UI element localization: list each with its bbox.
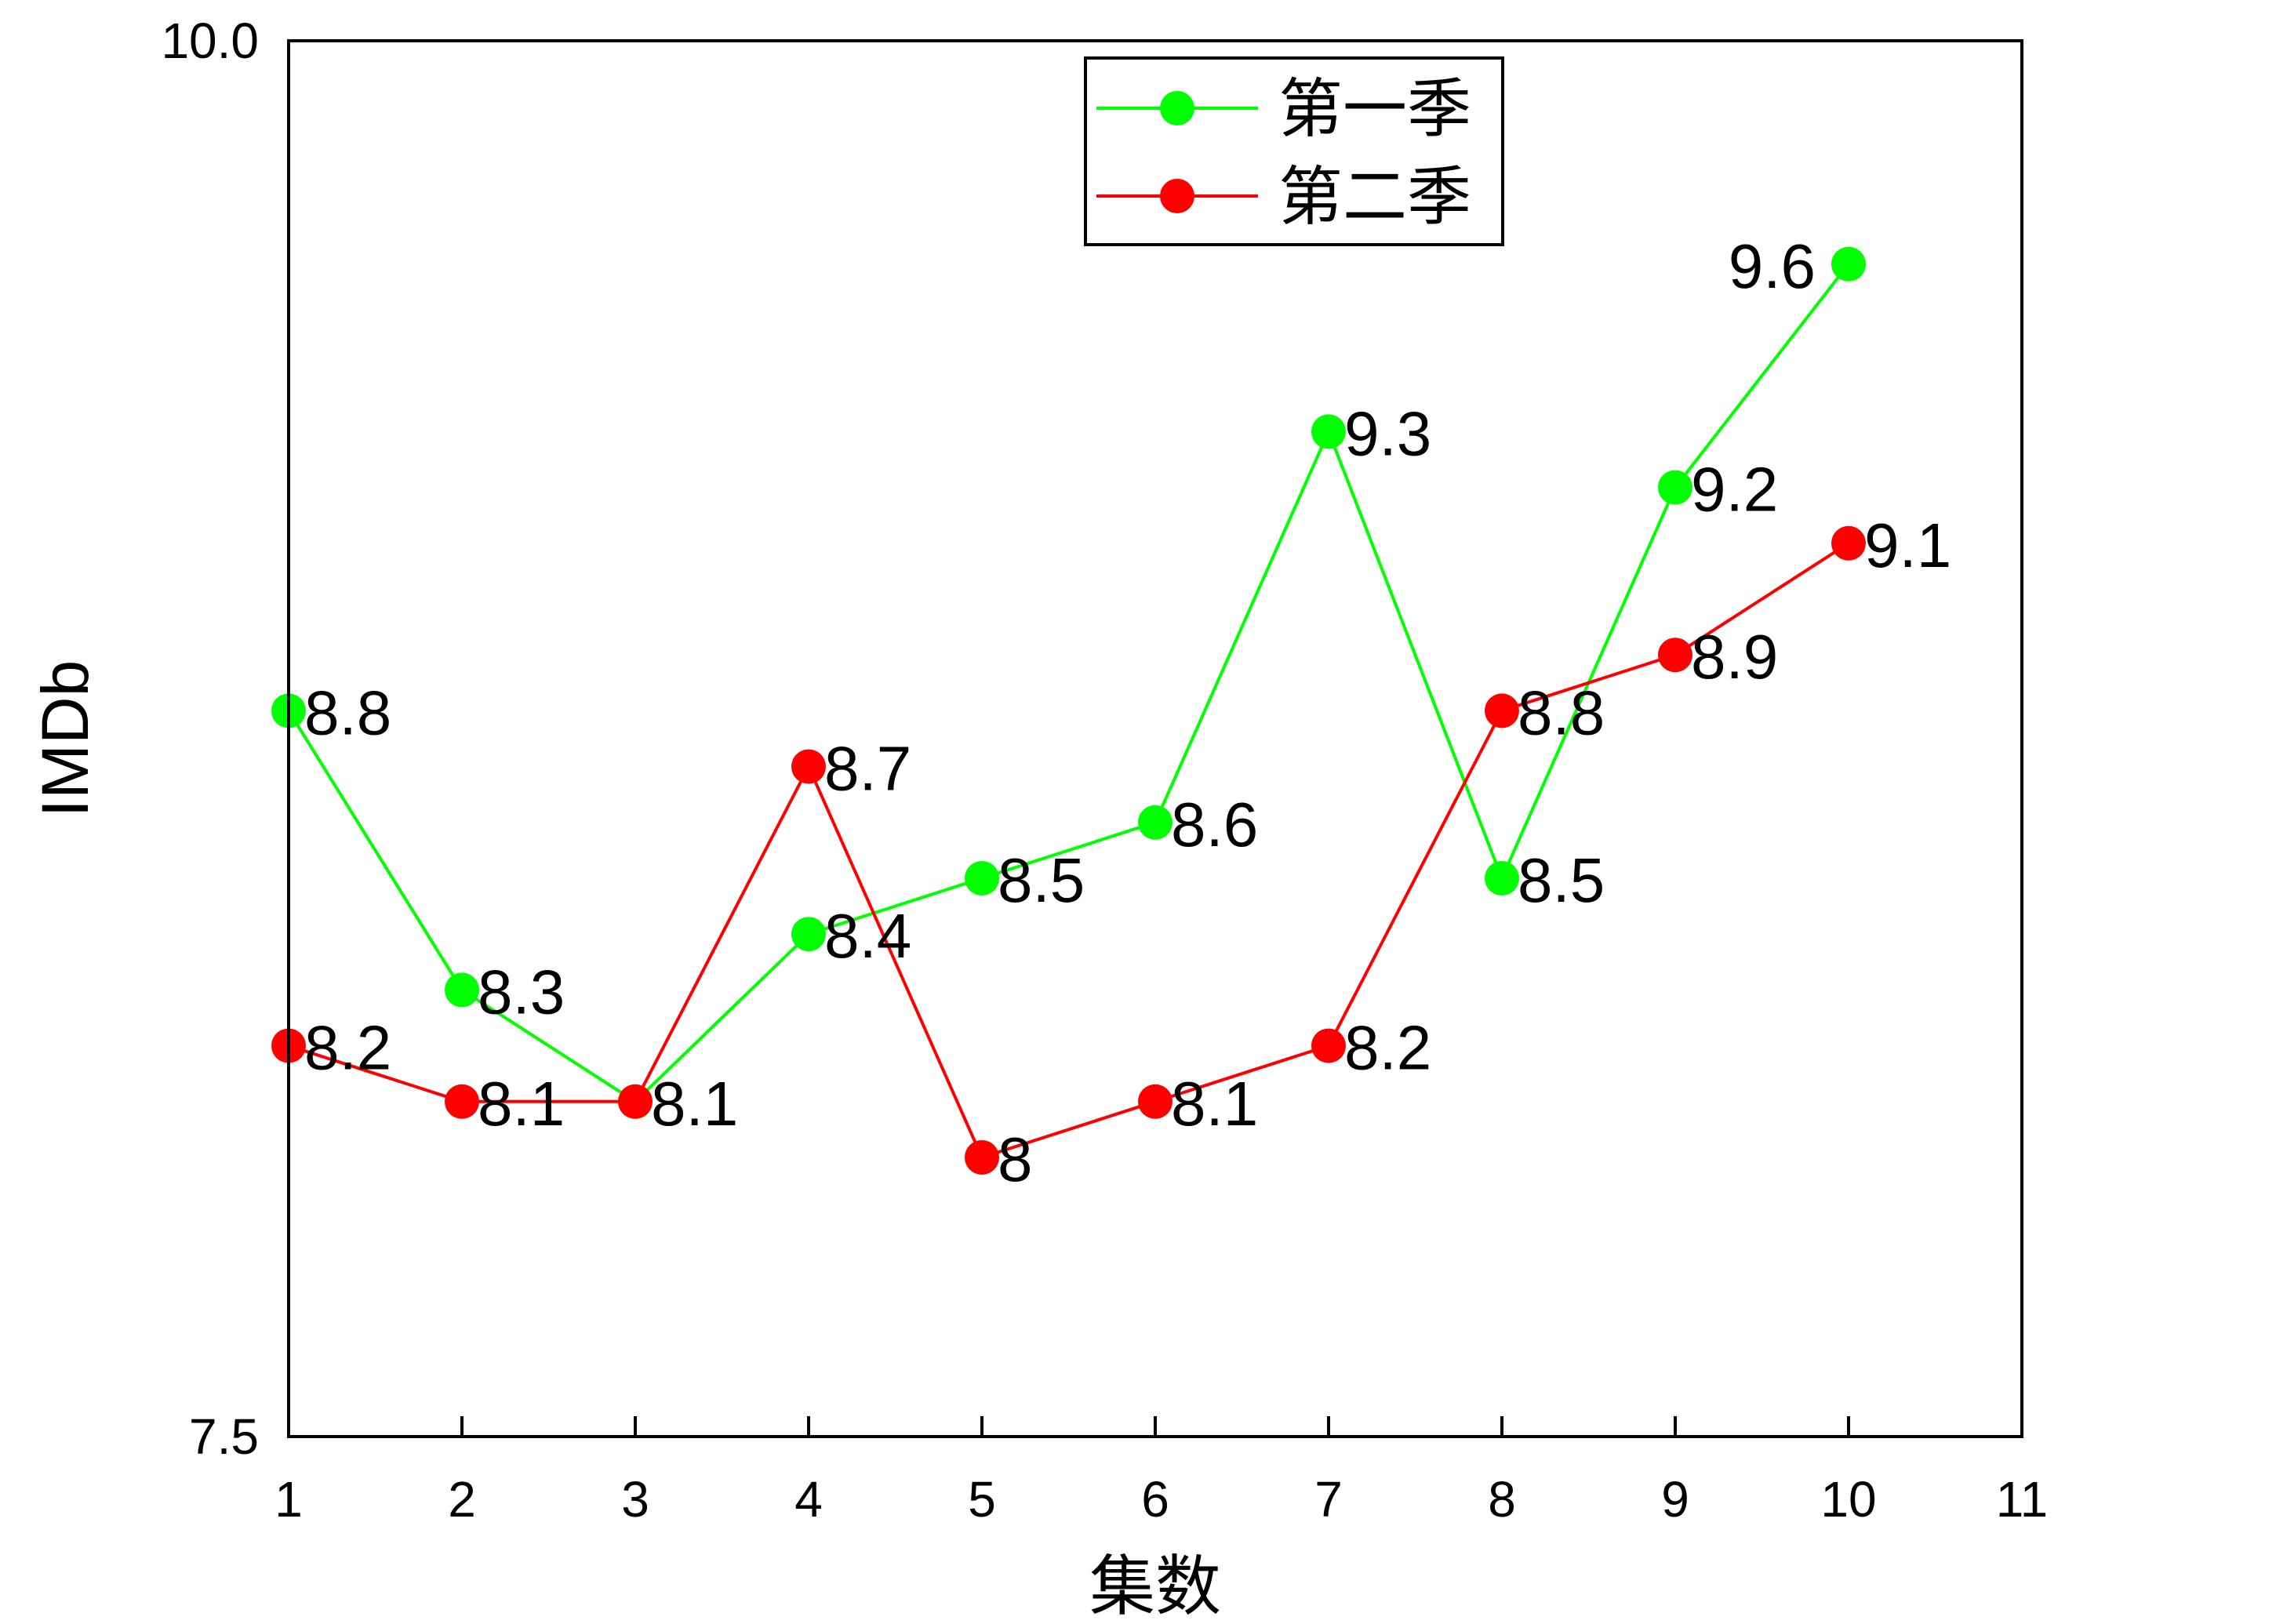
x-tick-label: 5 [968, 1471, 996, 1528]
x-tick-label: 3 [621, 1471, 649, 1528]
data-label: 8.7 [824, 734, 911, 804]
data-point [1138, 1084, 1173, 1119]
data-label: 8.3 [478, 957, 565, 1026]
y-axis-title: IMDb [28, 660, 102, 818]
data-label: 8 [998, 1124, 1033, 1194]
data-point [1485, 861, 1519, 896]
data-point [1311, 414, 1346, 449]
data-label: 8.2 [1344, 1013, 1431, 1083]
x-tick-label: 11 [1996, 1471, 2048, 1528]
data-label: 9.2 [1691, 455, 1778, 525]
data-label-layer: 8.8 8.3 8.1 8.4 8.5 8.6 9.3 8.5 9.2 9.6 8.2 8.1 8.7 8… [304, 231, 1951, 1194]
data-label: 8.8 [304, 678, 391, 747]
data-label: 9.1 [1864, 510, 1951, 580]
legend-swatch-marker [1160, 91, 1194, 125]
legend-label: 第一季 [1278, 74, 1471, 145]
data-label: 8.1 [478, 1069, 565, 1139]
y-tick-label: 7.5 [189, 1408, 259, 1465]
data-label: 8.2 [304, 1013, 391, 1083]
data-label: 9.6 [1729, 231, 1816, 301]
data-label: 8.8 [1518, 678, 1605, 747]
series-layer [271, 246, 1866, 1175]
y-tick-label: 10.0 [161, 13, 259, 69]
data-label: 8.9 [1691, 622, 1778, 692]
x-tick-label: 7 [1314, 1471, 1343, 1528]
data-label: 8.1 [1171, 1069, 1258, 1139]
legend-swatch-marker [1160, 179, 1194, 213]
data-label: 8.1 [651, 1069, 738, 1139]
data-label: 8.5 [998, 845, 1085, 915]
x-tick-label: 6 [1141, 1471, 1169, 1528]
x-tick-label: 9 [1661, 1471, 1689, 1528]
data-point [1658, 638, 1692, 673]
data-point [1831, 246, 1866, 282]
x-tick-label: 2 [448, 1471, 476, 1528]
data-label: 8.6 [1171, 790, 1258, 859]
data-point [1138, 805, 1173, 840]
series-2 [271, 525, 1866, 1175]
data-point [791, 917, 826, 952]
x-tick-label: 1 [275, 1471, 303, 1528]
data-label: 9.3 [1344, 398, 1431, 468]
legend-label: 第二季 [1278, 162, 1471, 233]
x-tick-label: 4 [794, 1471, 823, 1528]
data-point [965, 861, 999, 896]
x-tick-label: 10 [1820, 1471, 1876, 1528]
data-point [791, 749, 826, 784]
x-tick-label: 8 [1488, 1471, 1516, 1528]
data-point [445, 972, 479, 1008]
data-label: 8.4 [824, 901, 911, 971]
data-label: 8.5 [1518, 845, 1605, 915]
data-point [965, 1140, 999, 1175]
series-line [288, 542, 1850, 1160]
data-point [445, 1084, 479, 1119]
data-point [1658, 470, 1692, 505]
data-point [618, 1084, 653, 1119]
x-axis: 1 2 3 4 5 6 7 8 9 10 11 [275, 1416, 2048, 1528]
data-point [1831, 525, 1866, 561]
legend-box [1084, 56, 1504, 246]
x-axis-title: 集数 [1089, 1550, 1221, 1623]
y-axis: 7.5 10.0 [161, 13, 309, 1465]
data-point [1311, 1028, 1346, 1063]
data-point [1485, 693, 1519, 728]
